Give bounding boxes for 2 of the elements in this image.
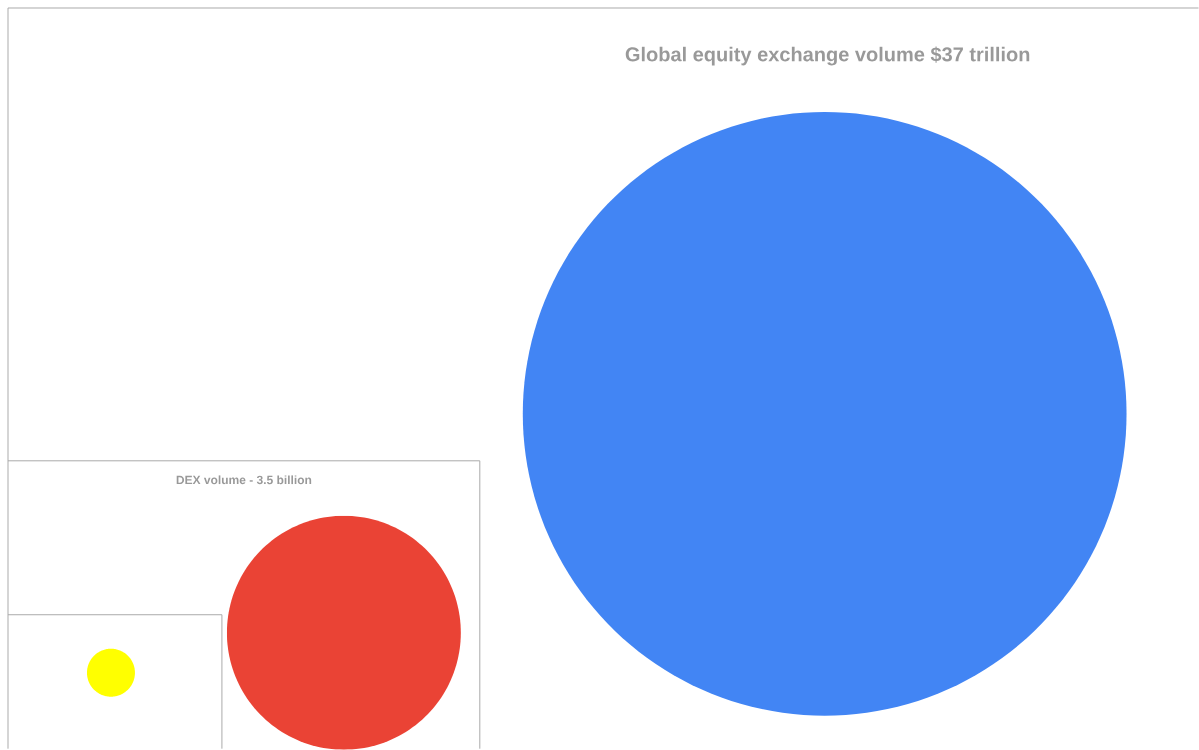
chart-title: Global equity exchange volume $37 trillion — [625, 46, 1030, 66]
chart-title: DEX volume - 3.5 billion — [176, 475, 312, 485]
